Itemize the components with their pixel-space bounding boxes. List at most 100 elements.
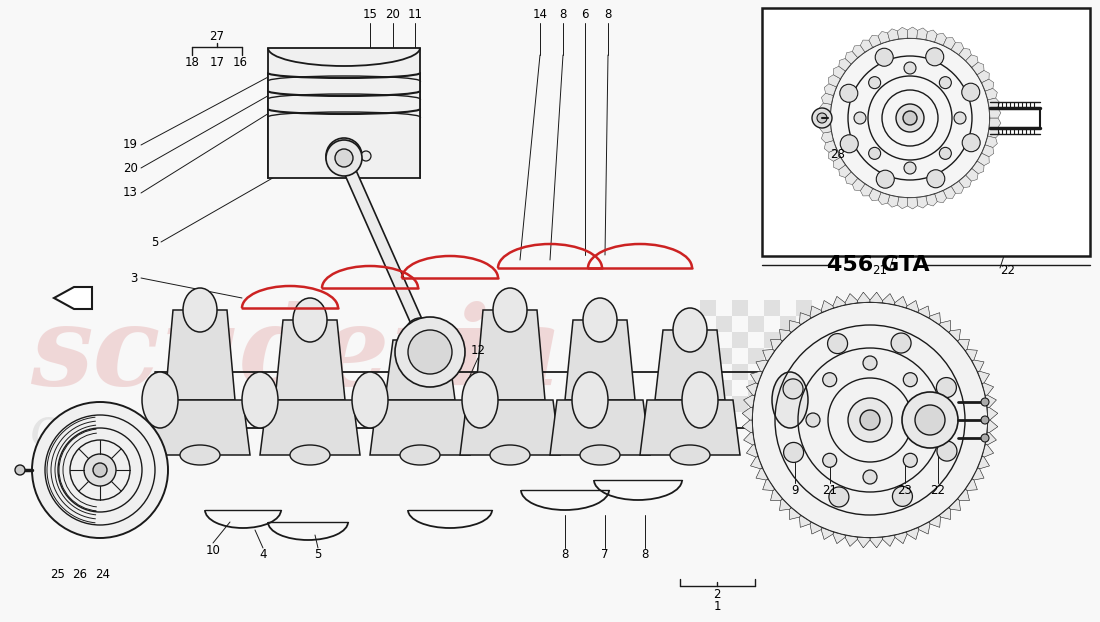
Polygon shape bbox=[822, 528, 834, 539]
Polygon shape bbox=[982, 383, 993, 396]
Polygon shape bbox=[888, 195, 899, 207]
Bar bbox=[780, 412, 796, 428]
Polygon shape bbox=[744, 432, 755, 445]
Bar bbox=[812, 396, 828, 412]
Polygon shape bbox=[949, 330, 960, 341]
Bar bbox=[700, 412, 716, 428]
Ellipse shape bbox=[183, 288, 217, 332]
Bar bbox=[780, 380, 796, 396]
Polygon shape bbox=[150, 400, 250, 455]
FancyArrow shape bbox=[54, 287, 92, 309]
Polygon shape bbox=[906, 300, 918, 312]
Circle shape bbox=[896, 104, 924, 132]
Circle shape bbox=[920, 413, 934, 427]
Polygon shape bbox=[744, 395, 755, 407]
Circle shape bbox=[904, 62, 916, 74]
Polygon shape bbox=[898, 197, 907, 208]
Bar bbox=[732, 380, 748, 396]
Text: 20: 20 bbox=[123, 162, 138, 175]
Bar bbox=[732, 300, 748, 316]
Circle shape bbox=[830, 38, 990, 198]
Bar bbox=[732, 316, 748, 332]
Polygon shape bbox=[852, 45, 865, 58]
Circle shape bbox=[927, 170, 945, 188]
Ellipse shape bbox=[670, 445, 710, 465]
Polygon shape bbox=[824, 84, 836, 95]
Polygon shape bbox=[640, 400, 740, 455]
Polygon shape bbox=[845, 294, 858, 305]
Polygon shape bbox=[770, 490, 782, 501]
Ellipse shape bbox=[352, 372, 388, 428]
Polygon shape bbox=[982, 79, 993, 91]
Polygon shape bbox=[750, 371, 762, 384]
Polygon shape bbox=[959, 175, 971, 188]
Ellipse shape bbox=[490, 445, 530, 465]
Polygon shape bbox=[988, 127, 1000, 138]
Polygon shape bbox=[750, 457, 762, 469]
Bar bbox=[700, 396, 716, 412]
Bar bbox=[796, 396, 812, 412]
Circle shape bbox=[864, 470, 877, 484]
Text: 1: 1 bbox=[713, 600, 721, 613]
Text: 21: 21 bbox=[823, 483, 837, 496]
Circle shape bbox=[806, 413, 820, 427]
Text: 8: 8 bbox=[559, 9, 566, 22]
Polygon shape bbox=[977, 70, 989, 83]
Polygon shape bbox=[780, 330, 791, 341]
Polygon shape bbox=[882, 536, 895, 546]
Bar bbox=[700, 332, 716, 348]
Circle shape bbox=[783, 379, 803, 399]
Polygon shape bbox=[966, 169, 978, 181]
Circle shape bbox=[903, 373, 917, 387]
Polygon shape bbox=[834, 67, 845, 78]
Bar bbox=[780, 396, 796, 412]
Text: 8: 8 bbox=[561, 549, 569, 562]
Text: 5: 5 bbox=[151, 236, 158, 249]
Text: 456 GTA: 456 GTA bbox=[827, 255, 930, 275]
Polygon shape bbox=[986, 432, 997, 445]
Bar bbox=[796, 364, 812, 380]
Circle shape bbox=[812, 108, 832, 128]
Text: scuderia: scuderia bbox=[30, 301, 562, 409]
Text: 16: 16 bbox=[232, 55, 248, 68]
Bar bbox=[764, 316, 780, 332]
Polygon shape bbox=[742, 420, 752, 432]
Circle shape bbox=[892, 486, 912, 506]
Bar bbox=[796, 316, 812, 332]
Polygon shape bbox=[943, 187, 956, 198]
Polygon shape bbox=[878, 32, 890, 44]
Bar bbox=[732, 412, 748, 428]
Polygon shape bbox=[916, 197, 927, 208]
Polygon shape bbox=[747, 383, 758, 396]
Polygon shape bbox=[820, 113, 830, 123]
Polygon shape bbox=[952, 43, 964, 55]
Circle shape bbox=[408, 330, 452, 374]
Bar bbox=[796, 300, 812, 316]
Text: 22: 22 bbox=[1001, 264, 1015, 277]
Bar bbox=[764, 380, 780, 396]
Polygon shape bbox=[986, 88, 998, 100]
Circle shape bbox=[860, 410, 880, 430]
Polygon shape bbox=[820, 123, 832, 133]
Polygon shape bbox=[878, 193, 890, 205]
Text: 15: 15 bbox=[363, 9, 377, 22]
Ellipse shape bbox=[242, 372, 278, 428]
Polygon shape bbox=[654, 330, 725, 400]
Bar bbox=[700, 300, 716, 316]
Text: 13: 13 bbox=[123, 187, 138, 200]
Text: 22: 22 bbox=[931, 483, 946, 496]
Circle shape bbox=[848, 398, 892, 442]
Polygon shape bbox=[790, 320, 801, 332]
Bar bbox=[764, 332, 780, 348]
Bar bbox=[764, 412, 780, 428]
Polygon shape bbox=[845, 536, 858, 546]
Ellipse shape bbox=[572, 372, 608, 428]
Circle shape bbox=[395, 317, 465, 387]
Circle shape bbox=[903, 453, 917, 467]
Circle shape bbox=[84, 454, 116, 486]
Bar bbox=[716, 380, 732, 396]
Polygon shape bbox=[845, 52, 858, 64]
Polygon shape bbox=[952, 182, 964, 193]
Polygon shape bbox=[870, 292, 882, 303]
Bar bbox=[812, 332, 828, 348]
